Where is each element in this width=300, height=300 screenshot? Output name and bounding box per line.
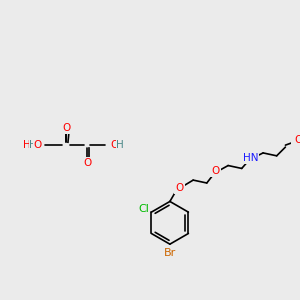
Text: O: O — [111, 140, 119, 150]
Text: O: O — [176, 183, 184, 193]
Text: H: H — [116, 140, 123, 150]
Text: O: O — [294, 135, 300, 145]
Text: HO: HO — [23, 140, 39, 150]
Text: Cl: Cl — [138, 204, 149, 214]
Text: O: O — [212, 167, 220, 176]
Text: O: O — [34, 140, 42, 150]
Text: H: H — [29, 140, 37, 150]
Text: O: O — [83, 158, 92, 168]
Text: HN: HN — [243, 153, 258, 163]
Text: Br: Br — [164, 248, 176, 258]
Text: O: O — [63, 123, 71, 133]
